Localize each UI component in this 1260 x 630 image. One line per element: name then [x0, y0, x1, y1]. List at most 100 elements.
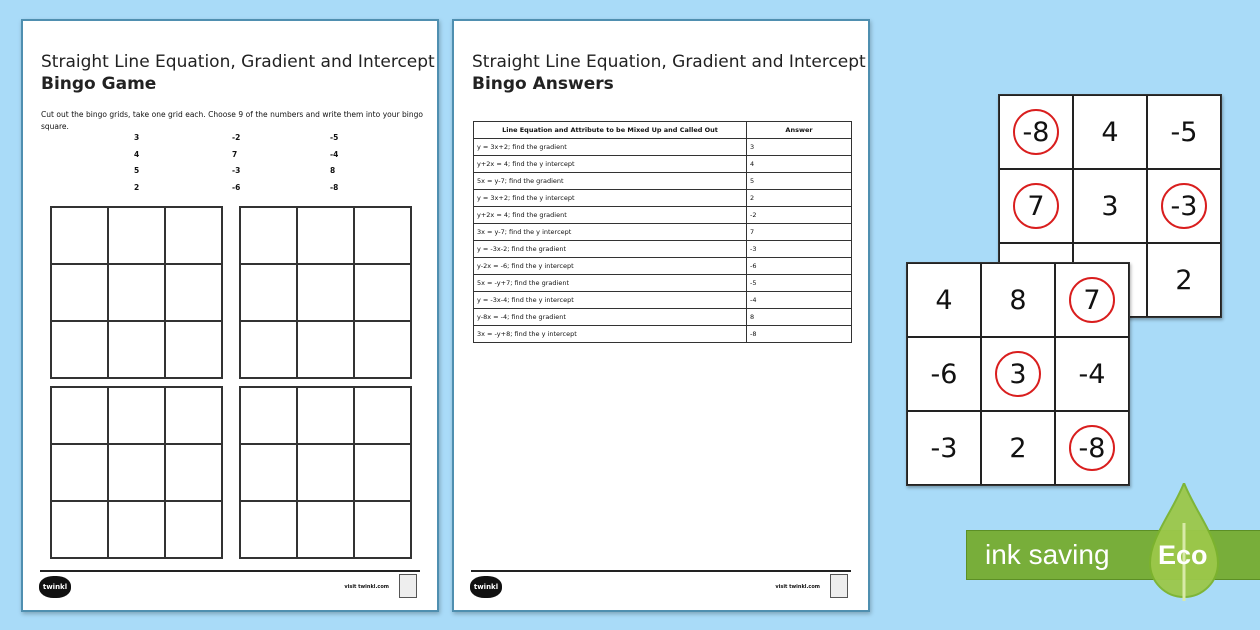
grid-cell[interactable] — [297, 207, 354, 264]
grid-cell[interactable] — [354, 264, 411, 321]
grid-cell[interactable] — [108, 501, 165, 558]
grid-cell[interactable] — [51, 444, 108, 501]
card-cell: 2 — [981, 411, 1055, 485]
card-cell: -3 — [1147, 169, 1221, 243]
table-row: 3x = y-7; find the y intercept 7 — [473, 223, 852, 241]
table-row: y+2x = 4; find the gradient -2 — [473, 206, 852, 224]
answer-cell: -6 — [746, 257, 852, 275]
bingo-number: -8 — [330, 182, 339, 192]
answer-cell: 3 — [746, 138, 852, 156]
card-number: -6 — [930, 358, 958, 390]
bingo-grid — [50, 386, 223, 559]
bingo-card-front: 4 8 7 -6 3 -4 -3 2 -8 — [906, 262, 1130, 486]
grid-cell[interactable] — [297, 387, 354, 444]
twinkl-logo: twinkl — [39, 576, 71, 598]
grid-cell[interactable] — [354, 501, 411, 558]
equation-cell: y = -3x-4; find the y intercept — [473, 291, 747, 309]
bingo-number: 4 — [134, 149, 140, 159]
bingo-number: -5 — [330, 133, 339, 142]
bingo-number: -3 — [232, 166, 241, 175]
card-number: -3 — [930, 432, 958, 464]
grid-cell[interactable] — [240, 387, 297, 444]
grid-cell[interactable] — [240, 207, 297, 264]
card-cell: 4 — [907, 263, 981, 337]
equation-cell: 3x = -y+8; find the y intercept — [473, 325, 747, 343]
answer-cell: -4 — [746, 291, 852, 309]
grid-cell[interactable] — [297, 501, 354, 558]
title-text: Straight Line Equation, Gradient and Int… — [41, 52, 435, 72]
twinkl-logo: twinkl — [470, 576, 502, 598]
bingo-grid — [239, 386, 412, 559]
card-cell: -4 — [1055, 337, 1129, 411]
bingo-card-back: -8 4 -5 7 3 -3 2 — [998, 94, 1222, 318]
grid-cell[interactable] — [108, 207, 165, 264]
equation-cell: y+2x = 4; find the gradient — [473, 206, 747, 224]
grid-cell[interactable] — [297, 444, 354, 501]
grid-cell[interactable] — [354, 207, 411, 264]
grid-cell[interactable] — [108, 321, 165, 378]
column-header: Answer — [746, 121, 852, 139]
page-title: Straight Line Equation, Gradient and Int… — [472, 51, 866, 95]
card-cell: -8 — [1055, 411, 1129, 485]
equation-cell: y = 3x+2; find the gradient — [473, 138, 747, 156]
table-row: y+2x = 4; find the y intercept 4 — [473, 155, 852, 173]
bingo-grid — [239, 206, 412, 379]
table-row: 3x = -y+8; find the y intercept -8 — [473, 325, 852, 343]
leaf-drop-icon — [1148, 483, 1220, 601]
circled-number: 7 — [1013, 183, 1059, 229]
circled-number: 7 — [1069, 277, 1115, 323]
card-number: -5 — [1170, 116, 1198, 148]
grid-cell[interactable] — [297, 321, 354, 378]
answer-cell: -2 — [746, 206, 852, 224]
grid-cell[interactable] — [240, 264, 297, 321]
card-number: -4 — [1078, 358, 1106, 390]
eco-label: ink saving — [985, 539, 1110, 570]
grid-cell[interactable] — [108, 264, 165, 321]
answer-cell: -5 — [746, 274, 852, 292]
bingo-game-page: Straight Line Equation, Gradient and Int… — [21, 19, 439, 612]
grid-cell[interactable] — [108, 444, 165, 501]
grid-cell[interactable] — [165, 444, 222, 501]
bingo-number: -6 — [232, 182, 241, 192]
grid-cell[interactable] — [165, 321, 222, 378]
card-number: 2 — [1009, 432, 1027, 464]
visit-link: visit twinkl.com — [775, 584, 820, 590]
title-text: Straight Line Equation, Gradient and Int… — [472, 52, 866, 72]
grid-cell[interactable] — [165, 501, 222, 558]
grid-cell[interactable] — [165, 387, 222, 444]
answer-cell: 2 — [746, 189, 852, 207]
answer-cell: -3 — [746, 240, 852, 258]
grid-cell[interactable] — [354, 444, 411, 501]
visit-link: visit twinkl.com — [344, 584, 389, 590]
table-row: y-8x = -4; find the gradient 8 — [473, 308, 852, 326]
grid-cell[interactable] — [51, 207, 108, 264]
card-number: 2 — [1175, 264, 1193, 296]
grid-cell[interactable] — [240, 321, 297, 378]
grid-cell[interactable] — [240, 444, 297, 501]
footer-divider — [471, 570, 851, 572]
equation-cell: y-2x = -6; find the y intercept — [473, 257, 747, 275]
grid-cell[interactable] — [165, 207, 222, 264]
grid-cell[interactable] — [108, 387, 165, 444]
bingo-number: -4 — [330, 149, 339, 159]
answer-cell: -8 — [746, 325, 852, 343]
circled-number: -8 — [1013, 109, 1059, 155]
card-cell: -6 — [907, 337, 981, 411]
eco-badge: Eco — [1158, 540, 1208, 570]
card-number: 8 — [1009, 284, 1027, 316]
grid-cell[interactable] — [240, 501, 297, 558]
page-title: Straight Line Equation, Gradient and Int… — [41, 51, 435, 95]
equation-cell: 3x = y-7; find the y intercept — [473, 223, 747, 241]
grid-cell[interactable] — [51, 501, 108, 558]
grid-cell[interactable] — [354, 321, 411, 378]
grid-cell[interactable] — [297, 264, 354, 321]
table-row: y = -3x-4; find the y intercept -4 — [473, 291, 852, 309]
grid-cell[interactable] — [165, 264, 222, 321]
equation-cell: y = -3x-2; find the gradient — [473, 240, 747, 258]
equation-cell: y-8x = -4; find the gradient — [473, 308, 747, 326]
grid-cell[interactable] — [51, 321, 108, 378]
grid-cell[interactable] — [51, 387, 108, 444]
grid-cell[interactable] — [51, 264, 108, 321]
circled-number: -3 — [1161, 183, 1207, 229]
grid-cell[interactable] — [354, 387, 411, 444]
